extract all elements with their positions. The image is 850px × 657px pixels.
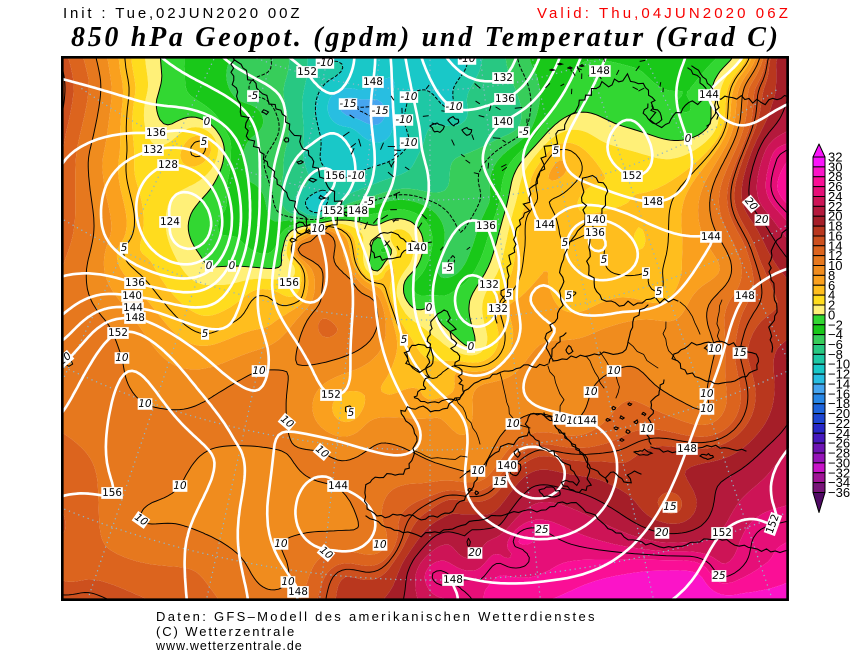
svg-text:−4: −4 (828, 327, 843, 342)
svg-text:8: 8 (828, 268, 835, 283)
svg-text:28: 28 (828, 169, 842, 184)
svg-text:20: 20 (828, 209, 842, 224)
svg-text:−8: −8 (828, 347, 843, 362)
svg-text:−20: −20 (828, 406, 850, 421)
svg-text:30: 30 (828, 159, 842, 174)
svg-text:26: 26 (828, 179, 842, 194)
svg-text:−6: −6 (828, 337, 843, 352)
svg-text:−22: −22 (828, 416, 850, 431)
svg-text:10: 10 (828, 258, 842, 273)
svg-text:32: 32 (828, 150, 842, 165)
svg-text:−30: −30 (828, 455, 850, 470)
svg-text:−36: −36 (828, 485, 850, 500)
svg-text:−10: −10 (828, 357, 850, 372)
svg-text:18: 18 (828, 219, 842, 234)
svg-text:−14: −14 (828, 376, 850, 391)
svg-text:−34: −34 (828, 475, 850, 490)
svg-text:4: 4 (828, 288, 835, 303)
svg-text:2: 2 (828, 298, 835, 313)
svg-text:−26: −26 (828, 436, 850, 451)
svg-text:24: 24 (828, 189, 842, 204)
svg-text:16: 16 (828, 228, 842, 243)
svg-text:6: 6 (828, 278, 835, 293)
svg-text:−2: −2 (828, 317, 843, 332)
svg-text:12: 12 (828, 248, 842, 263)
svg-text:22: 22 (828, 199, 842, 214)
svg-text:−32: −32 (828, 465, 850, 480)
svg-text:14: 14 (828, 238, 842, 253)
svg-text:0: 0 (828, 307, 835, 322)
svg-text:−28: −28 (828, 446, 850, 461)
svg-text:−16: −16 (828, 386, 850, 401)
svg-text:−12: −12 (828, 367, 850, 382)
svg-text:−18: −18 (828, 396, 850, 411)
svg-text:−24: −24 (828, 426, 850, 441)
